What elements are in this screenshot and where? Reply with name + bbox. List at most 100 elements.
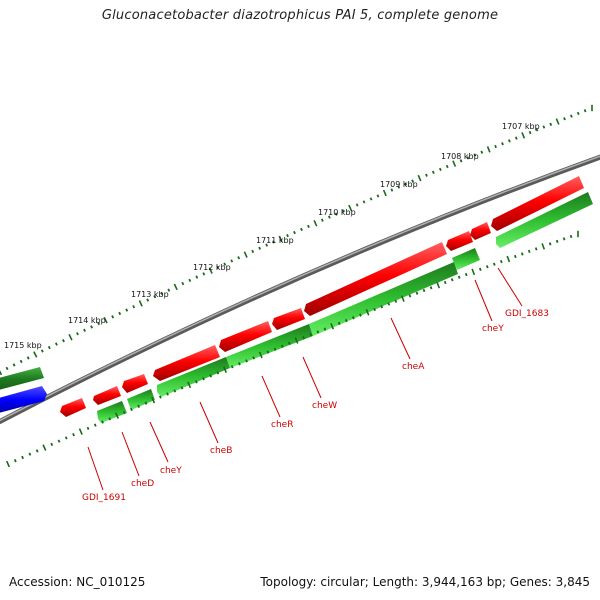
- minor-tick: [181, 281, 185, 286]
- major-tick: [151, 396, 156, 404]
- minor-tick: [302, 335, 305, 340]
- minor-tick: [408, 294, 412, 298]
- major-tick: [348, 204, 353, 212]
- gene-label-cher[interactable]: cheR: [271, 420, 293, 430]
- gene-label-chey[interactable]: cheY: [160, 466, 182, 476]
- gene-cher-green[interactable]: [226, 324, 313, 368]
- minor-tick: [173, 389, 177, 393]
- tick-label: 1715 kbp: [4, 341, 42, 350]
- minor-tick: [237, 256, 241, 260]
- gene-chea-green[interactable]: [309, 262, 458, 336]
- minor-tick: [202, 377, 205, 381]
- gene-chew-arrow[interactable]: [272, 308, 305, 330]
- gene-gdi-1691-arrow[interactable]: [60, 398, 86, 417]
- minor-tick: [230, 259, 234, 263]
- minor-tick: [76, 332, 79, 336]
- gene-label-chey2[interactable]: cheY: [482, 324, 504, 334]
- minor-tick: [216, 265, 220, 269]
- tick-label: 1708 kbp: [441, 152, 479, 161]
- minor-tick: [158, 395, 162, 399]
- minor-tick: [369, 197, 373, 201]
- minor-tick: [300, 227, 303, 232]
- minor-tick: [563, 117, 566, 121]
- gene-label-chew[interactable]: cheW: [312, 401, 337, 411]
- minor-tick: [569, 234, 573, 239]
- minor-tick: [62, 338, 65, 343]
- major-tick: [173, 283, 178, 291]
- genome-backbone: [0, 154, 600, 425]
- minor-tick: [194, 380, 198, 384]
- minor-tick: [373, 307, 376, 312]
- gene-chea-arrow[interactable]: [304, 242, 447, 316]
- minor-tick: [153, 295, 157, 299]
- minor-tick: [508, 139, 511, 143]
- major-tick: [521, 132, 526, 139]
- genome-info-text: Topology: circular; Length: 3,944,163 bp…: [260, 575, 590, 589]
- minor-tick: [380, 305, 384, 309]
- gene-blue-arrow[interactable]: [0, 386, 47, 414]
- minor-tick: [445, 164, 449, 169]
- tick-label: 1710 kbp: [318, 208, 356, 217]
- gene-chey2-arrow[interactable]: [446, 231, 473, 251]
- gene-gdi-1683-arrow[interactable]: [470, 222, 491, 240]
- gene-gdi-1683-green[interactable]: [496, 192, 593, 248]
- minor-tick: [122, 410, 126, 415]
- minor-tick: [480, 150, 484, 154]
- map-title: Gluconacetobacter diazotrophicus PAI 5, …: [101, 8, 499, 23]
- minor-tick: [12, 363, 16, 367]
- major-tick: [382, 189, 387, 197]
- major-tick: [78, 428, 83, 435]
- minor-tick: [492, 262, 496, 266]
- minor-tick: [50, 442, 54, 447]
- minor-tick: [351, 316, 355, 320]
- minor-tick: [429, 286, 433, 290]
- minor-tick: [216, 371, 220, 375]
- minor-tick: [26, 356, 30, 360]
- gene-label-ched[interactable]: cheD: [131, 479, 154, 489]
- minor-tick: [188, 278, 192, 282]
- major-tick: [258, 351, 263, 359]
- gene-chey2-green[interactable]: [452, 248, 480, 270]
- gene-cheb-green[interactable]: [157, 357, 230, 397]
- tick-label: 1707 kbp: [502, 122, 540, 131]
- minor-tick: [466, 156, 470, 160]
- gene-label-cheb[interactable]: cheB: [210, 446, 232, 456]
- minor-tick: [355, 203, 359, 207]
- gene-cher-arrow[interactable]: [219, 321, 272, 352]
- major-tick: [294, 337, 299, 344]
- gene-cheb-arrow[interactable]: [153, 345, 220, 381]
- minor-tick: [431, 170, 435, 174]
- gene-ched-arrow[interactable]: [93, 386, 121, 405]
- minor-tick: [108, 417, 112, 421]
- gene-label-chea[interactable]: cheA: [402, 362, 425, 372]
- major-tick: [68, 333, 73, 341]
- gene-chey-arrow[interactable]: [122, 374, 148, 393]
- minor-tick: [5, 366, 9, 371]
- minor-tick: [101, 420, 104, 424]
- minor-tick: [137, 404, 141, 408]
- minor-tick: [397, 185, 401, 189]
- minor-tick: [230, 365, 234, 369]
- gene-label-gdi-1683[interactable]: GDI_1683: [505, 309, 549, 319]
- minor-tick: [125, 308, 129, 312]
- minor-tick: [83, 328, 86, 333]
- major-tick: [114, 412, 120, 419]
- minor-tick: [555, 239, 559, 243]
- minor-tick: [144, 401, 148, 405]
- minor-tick: [202, 272, 206, 276]
- minor-tick: [473, 153, 477, 157]
- gene-red-extra-arrow[interactable]: [491, 176, 584, 231]
- gene-left-green[interactable]: [0, 367, 44, 391]
- major-tick: [541, 243, 546, 250]
- minor-tick: [549, 122, 553, 126]
- minor-tick: [309, 333, 313, 337]
- accession-text: Accession: NC_010125: [9, 575, 146, 589]
- minor-tick: [132, 305, 136, 309]
- minor-tick: [387, 302, 391, 306]
- minor-tick: [570, 114, 573, 118]
- gene-ched-green[interactable]: [97, 401, 127, 423]
- minor-tick: [485, 265, 489, 269]
- gene-chey-green[interactable]: [127, 389, 155, 410]
- minor-tick: [209, 374, 213, 378]
- gene-label-gdi-1691[interactable]: GDI_1691: [82, 493, 126, 503]
